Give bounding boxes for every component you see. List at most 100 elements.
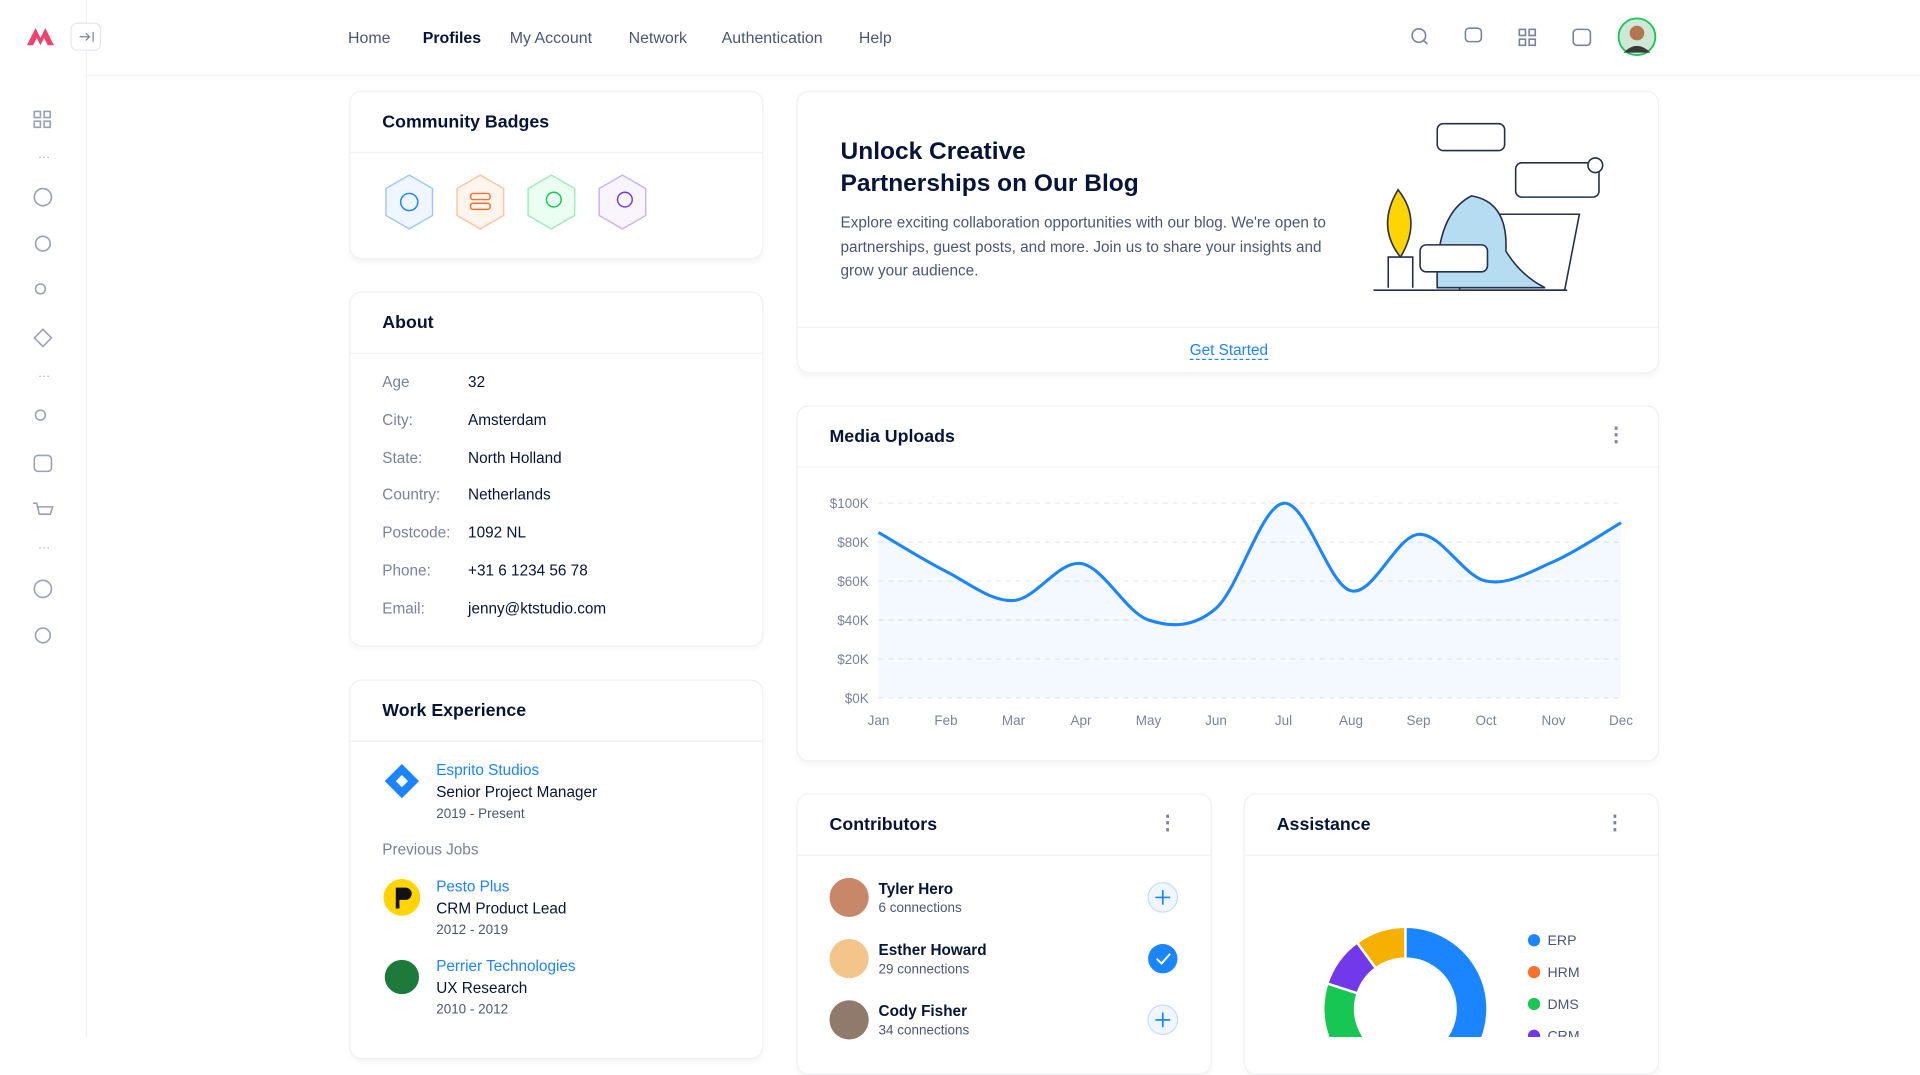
badges [385, 174, 647, 230]
menu-button[interactable]: ⋮ [1606, 424, 1626, 446]
badge[interactable] [598, 174, 647, 230]
about-card: About Age 32 City: Amsterdam State: North Hol… [349, 291, 764, 647]
about-label: State: [382, 448, 423, 466]
badge[interactable] [385, 174, 434, 230]
menu-icon[interactable] [34, 409, 47, 421]
following-button[interactable] [1148, 943, 1178, 974]
nav-item[interactable]: Profiles [422, 28, 482, 47]
blog-illustration [1373, 122, 1604, 291]
badge-icon [469, 192, 491, 201]
menu-icon[interactable] [33, 328, 53, 348]
y-tick-label: $0K [845, 691, 869, 706]
avatar [829, 939, 869, 979]
y-tick-label: $100K [830, 496, 869, 511]
chat-icon[interactable] [1464, 27, 1483, 43]
bubble [1436, 122, 1506, 152]
y-tick-label: $60K [837, 574, 868, 589]
legend-label: DMS [1548, 996, 1579, 1012]
blog-card: Unlock Creative Partnerships on Our Blog… [796, 90, 1660, 374]
blog-title: Partnerships on Our Blog [840, 170, 1139, 198]
card-title: Assistance [1276, 815, 1371, 835]
badge-icon [399, 192, 419, 212]
x-tick-label: Mar [1002, 713, 1026, 728]
x-tick-label: Oct [1476, 713, 1497, 728]
nav-item[interactable]: Home [347, 28, 391, 47]
card-header [1244, 795, 1658, 856]
logo[interactable] [26, 28, 54, 46]
search-icon[interactable] [1411, 27, 1429, 45]
y-tick-label: $20K [837, 652, 868, 667]
menu-icon[interactable] [33, 502, 54, 516]
legend-label: ERP [1548, 932, 1577, 948]
badge[interactable] [456, 174, 505, 230]
card-header [350, 92, 763, 154]
menu-icon[interactable] [33, 454, 53, 473]
x-tick-label: Jul [1275, 713, 1292, 728]
sidebar [0, 0, 87, 1037]
about-value: Amsterdam [468, 411, 547, 429]
menu-button[interactable]: ⋮ [1157, 812, 1178, 834]
menu-icon[interactable] [34, 627, 52, 644]
menu-icon[interactable] [33, 110, 52, 129]
badge-icon [469, 202, 491, 211]
x-tick-label: Jun [1205, 713, 1227, 728]
contributor-name[interactable]: Esther Howard [878, 941, 987, 959]
period: 2010 - 2012 [436, 1002, 509, 1018]
company-logos [383, 763, 421, 995]
card-header [797, 406, 1658, 468]
avatar-body [1623, 45, 1651, 53]
notifications-icon[interactable] [1572, 28, 1592, 47]
plus-icon [1155, 1012, 1171, 1028]
nav-item[interactable]: Help [858, 28, 892, 47]
menu-button[interactable]: ⋮ [1605, 812, 1625, 834]
collapse-icon [79, 31, 94, 42]
menu-icon[interactable] [34, 235, 52, 252]
contributor-name[interactable]: Tyler Hero [878, 880, 954, 898]
card-title: Media Uploads [829, 427, 955, 447]
x-tick-label: Sep [1407, 713, 1431, 728]
logo-detail [395, 887, 412, 909]
line [877, 501, 1622, 627]
card-title: Community Badges [382, 112, 550, 133]
nav-item[interactable]: My Account [509, 28, 593, 47]
about-label: City: [382, 411, 413, 429]
bubble [1419, 244, 1489, 273]
separator: ··· [38, 369, 50, 383]
nav-item[interactable]: Authentication [721, 28, 823, 47]
badge-icon [545, 191, 562, 208]
x-tick-label: Feb [934, 713, 957, 728]
about-value: +31 6 1234 56 78 [468, 561, 588, 580]
company-logo [384, 959, 420, 995]
role: Senior Project Manager [436, 783, 598, 801]
contributor-icons [829, 877, 1179, 1040]
card-footer [797, 326, 1658, 329]
section-label: Previous Jobs [382, 841, 479, 859]
contributor-connections: 6 connections [878, 901, 962, 916]
x-tick-label: Aug [1339, 713, 1363, 728]
get-started-link[interactable]: Get Started [1189, 341, 1269, 360]
contributor-name[interactable]: Cody Fisher [878, 1002, 968, 1020]
badge-dot [1587, 157, 1604, 174]
work-card: Work Experience Esprito Studios Senior P… [349, 679, 764, 1060]
company[interactable]: Esprito Studios [436, 761, 540, 779]
badge-icon [616, 191, 633, 208]
y-tick-label: $80K [837, 535, 868, 550]
company[interactable]: Perrier Technologies [436, 957, 576, 975]
menu-icon[interactable] [33, 579, 53, 599]
card-title: Contributors [829, 815, 938, 835]
role: UX Research [436, 979, 528, 997]
blog-title: Unlock Creative [840, 138, 1026, 166]
menu-icon[interactable] [34, 283, 47, 295]
header-border [85, 74, 1920, 76]
menu-icon[interactable] [33, 187, 53, 207]
badge[interactable] [527, 174, 576, 230]
company[interactable]: Pesto Plus [436, 877, 510, 895]
nav-item[interactable]: Network [628, 28, 687, 47]
sidebar-icons: ··· ··· ··· [26, 22, 102, 644]
apps-icon[interactable] [1518, 28, 1537, 47]
about-value: 1092 NL [468, 524, 526, 542]
plant [1386, 188, 1412, 258]
bubble [1514, 162, 1600, 198]
charts: $0K $20K $40K $60K $80K $100K Jan Feb Mar Apr May J… [830, 496, 1633, 1037]
header-icons [1411, 17, 1657, 57]
